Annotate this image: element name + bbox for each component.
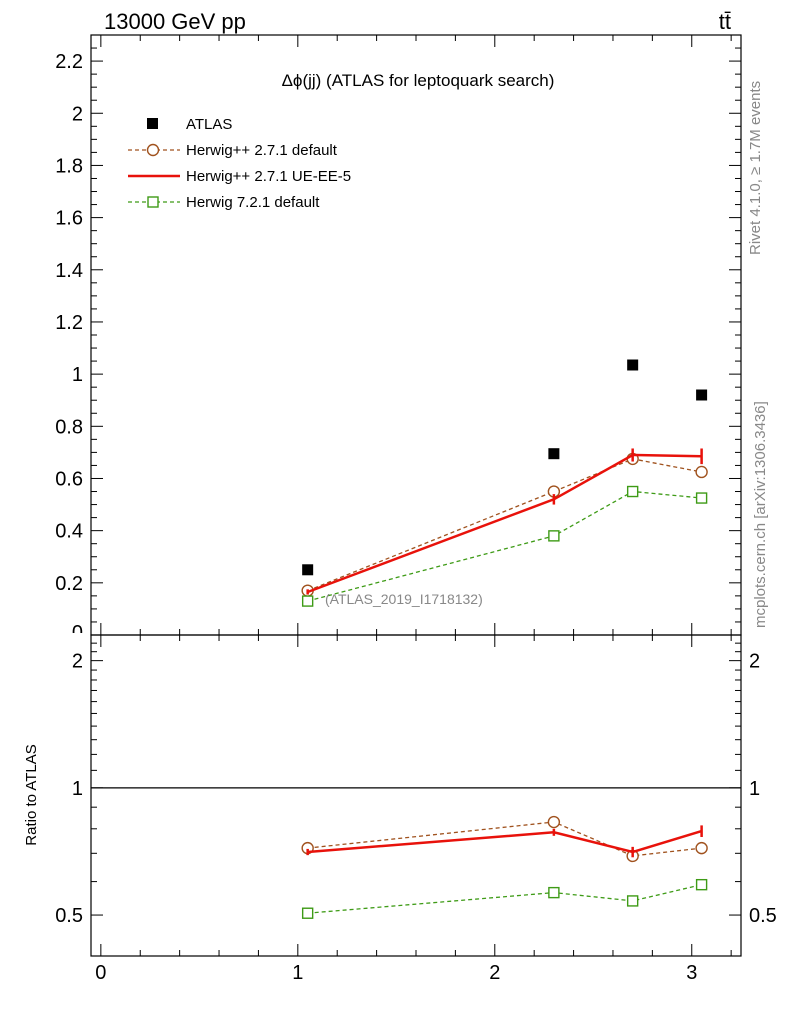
xtick-label: 2	[489, 962, 500, 984]
legend-label-atlas: ATLAS	[186, 116, 232, 133]
atlas-data-point	[548, 448, 560, 460]
herwig-7-2-1-default-ratio-point	[548, 886, 560, 899]
herwig-2-7-1-default-ratio-point	[695, 841, 708, 855]
herwig-7-2-1-default-main-line	[307, 490, 702, 602]
main-panel: 0 0.2 0.4 0.6 0.8 1 1.2 1.4 1.6 1.8 2 2.2	[55, 34, 742, 956]
atlas-data-point	[302, 564, 314, 576]
herwig-7-2-1-default-main-point	[548, 530, 560, 542]
process-label: tt̄	[719, 9, 731, 34]
herwig-2-7-1-default-main-point	[695, 465, 708, 479]
herwig-7-2-1-default-ratio-line	[307, 884, 702, 914]
herwig-2-7-1-default-ratio-point	[547, 815, 561, 829]
legend-marker-atlas	[147, 118, 158, 129]
analysis-tag: (ATLAS_2019_I1718132)	[325, 591, 483, 607]
herwig-7-2-1-default-ratio-point	[301, 907, 314, 919]
legend-marker-herwigpp-default	[146, 143, 160, 157]
main-ytick-label-zero: 0	[72, 622, 83, 644]
main-ytick-label: 0.6	[55, 468, 83, 490]
main-ytick-label: 1.6	[55, 208, 83, 230]
atlas-data-point	[627, 359, 639, 371]
ratio-ytick-label: 2	[72, 651, 83, 673]
ratio-ytick-label-right: 2	[749, 651, 760, 673]
mcplots-label: mcplots.cern.ch [arXiv:1306.3436]	[752, 401, 769, 628]
main-ytick-label: 1.4	[55, 260, 83, 282]
rivet-version-label: Rivet 4.1.0, ≥ 1.7M events	[747, 81, 764, 255]
herwig-2-7-1-default-ratio-line	[307, 821, 702, 857]
chart-title: Δϕ(jj) (ATLAS for leptoquark search)	[282, 71, 555, 90]
legend: ATLAS Herwig++ 2.7.1 default Herwig++ 2.…	[128, 116, 351, 211]
main-ytick-label: 2.2	[55, 51, 83, 73]
xtick-label: 3	[686, 962, 697, 984]
main-ytick-label: 1	[72, 364, 83, 386]
main-ytick-label: 0.4	[55, 521, 83, 543]
legend-marker-herwig7	[147, 196, 159, 208]
ratio-axis-label: Ratio to ATLAS	[23, 744, 40, 845]
ratio-ytick-label-right: 0.5	[749, 905, 777, 927]
legend-label-herwigpp-default: Herwig++ 2.7.1 default	[186, 142, 338, 159]
main-ytick-label: 0.8	[55, 416, 83, 438]
herwig-2-7-1-ue-ee-5-main-line	[307, 453, 702, 594]
atlas-data-point	[696, 389, 708, 401]
main-ytick-label: 2	[72, 103, 83, 125]
ratio-ytick-label: 0.5	[55, 905, 83, 927]
herwig-7-2-1-default-ratio-point	[626, 895, 639, 907]
energy-label: 13000 GeV pp	[104, 9, 246, 34]
ratio-ytick-label: 1	[72, 778, 83, 800]
herwig-7-2-1-default-ratio-point	[695, 878, 708, 891]
legend-label-herwigpp-ueee5: Herwig++ 2.7.1 UE-EE-5	[186, 168, 351, 185]
herwig-7-2-1-default-main-point	[301, 595, 314, 607]
xtick-label: 1	[292, 962, 303, 984]
main-ytick-label: 1.2	[55, 312, 83, 334]
herwig-7-2-1-default-main-point	[626, 485, 639, 498]
ratio-ytick-label-right: 1	[749, 778, 760, 800]
ratio-panel-frame	[90, 634, 742, 957]
main-ytick-label: 1.8	[55, 155, 83, 177]
herwig-2-7-1-ue-ee-5-ratio-line	[307, 829, 702, 854]
ratio-panel: 0 1 2 3 0.5 0.5 1 1 2 2	[55, 634, 777, 984]
legend-label-herwig7: Herwig 7.2.1 default	[186, 194, 320, 211]
main-ytick-label: 0.2	[55, 573, 83, 595]
xtick-label: 0	[95, 962, 106, 984]
herwig-7-2-1-default-main-point	[695, 492, 708, 504]
herwig-2-7-1-default-main-line	[307, 458, 702, 592]
